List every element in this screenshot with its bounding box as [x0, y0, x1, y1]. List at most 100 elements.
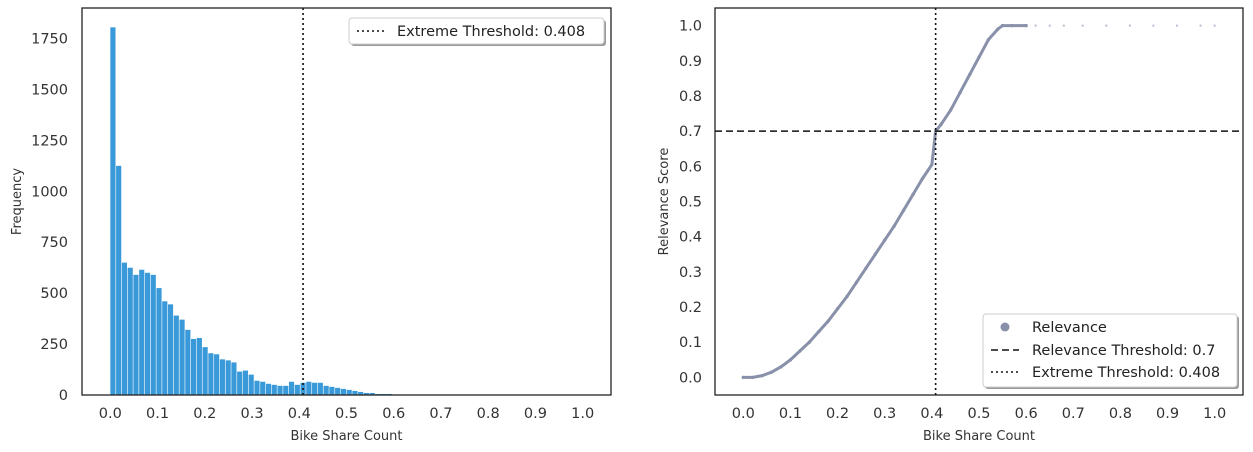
- x-tick-label: 0.4: [288, 406, 311, 422]
- x-tick-label: 0.7: [429, 406, 452, 422]
- histogram-bar: [121, 262, 128, 395]
- scatter-point: [901, 208, 906, 212]
- scatter-panel: 0.0 0.1 0.2 0.3 0.4 0.5 0.6 0.7 0.8 0.9 1.0 0.0 0.1…: [657, 7, 1244, 444]
- scatter-point: [1062, 24, 1065, 27]
- histogram-bar: [208, 353, 214, 395]
- y-tick-label: 750: [40, 235, 68, 251]
- scatter-point: [760, 373, 764, 378]
- x-tick-label: 0.3: [873, 406, 896, 422]
- y-tick-label: 0.4: [679, 230, 702, 246]
- scatter-y-axis-label: Relevance Score: [657, 148, 672, 256]
- histogram-bar: [288, 381, 295, 395]
- scatter-point: [873, 252, 877, 256]
- scatter-frame: [714, 7, 1244, 396]
- y-tick-label: 250: [40, 337, 68, 353]
- histogram-bar: [312, 382, 318, 395]
- scatter-point: [807, 340, 811, 344]
- legend-relevance-label: Relevance: [1032, 320, 1107, 336]
- x-tick-label: 1.0: [571, 406, 594, 422]
- histogram-frame: [81, 7, 612, 396]
- scatter-point: [1024, 23, 1028, 28]
- scatter-point: [1105, 24, 1108, 27]
- scatter-point: [986, 37, 991, 42]
- histogram-bar: [363, 392, 370, 395]
- scatter-point: [835, 307, 840, 311]
- legend-box: [348, 17, 605, 45]
- histogram-y-ticks: 0 250 500 750 1000 1250 1500 1750: [31, 32, 68, 404]
- y-tick-label: 1000: [31, 184, 68, 200]
- histogram-y-axis-label: Frequency: [10, 168, 25, 235]
- histogram-bar: [231, 362, 237, 395]
- y-tick-label: 1750: [31, 32, 68, 48]
- y-tick-label: 0.1: [679, 335, 702, 351]
- scatter-point: [788, 358, 793, 362]
- histogram-x-ticks: 0.0 0.1 0.2 0.3 0.4 0.5 0.6 0.7 0.8 0.9 1.0: [99, 406, 594, 422]
- histogram-bar: [242, 370, 249, 395]
- scatter-point: [1000, 23, 1005, 28]
- scatter-point: [1152, 24, 1155, 27]
- scatter-x-ticks: 0.0 0.1 0.2 0.3 0.4 0.5 0.6 0.7 0.8 0.9 1.0: [732, 406, 1226, 422]
- scatter-point: [1128, 24, 1131, 27]
- histogram-bar: [127, 267, 133, 395]
- histogram-bar: [150, 274, 156, 395]
- x-tick-label: 0.6: [382, 406, 405, 422]
- histogram-bar: [254, 380, 260, 395]
- scatter-point: [741, 375, 745, 380]
- scatter-point: [1048, 24, 1051, 27]
- histogram-bar: [173, 315, 179, 395]
- histogram-bar: [260, 381, 266, 395]
- x-tick-label: 0.1: [146, 406, 169, 422]
- x-tick-label: 1.0: [1203, 406, 1226, 422]
- histogram-bar: [369, 392, 375, 395]
- scatter-point: [826, 319, 830, 323]
- histogram-x-axis-label: Bike Share Count: [291, 429, 403, 444]
- histogram-bar: [110, 27, 116, 395]
- scatter-point: [798, 349, 802, 353]
- y-tick-label: 0.6: [679, 159, 702, 175]
- y-tick-label: 0.5: [679, 195, 702, 211]
- legend-marker-icon: [1000, 322, 1010, 332]
- histogram-bar: [358, 391, 364, 395]
- histogram-bar: [133, 274, 139, 395]
- scatter-point: [1175, 24, 1179, 27]
- histogram-bar: [306, 381, 312, 395]
- histogram-bar: [156, 288, 162, 395]
- x-tick-label: 0.1: [779, 406, 802, 422]
- x-tick-label: 0.4: [920, 406, 943, 422]
- y-tick-label: 1.0: [679, 19, 702, 35]
- histogram-bar: [329, 386, 335, 395]
- y-tick-label: 1500: [31, 82, 68, 98]
- x-tick-label: 0.7: [1062, 406, 1085, 422]
- scatter-point: [967, 73, 972, 77]
- histogram-bar: [144, 272, 151, 395]
- y-tick-label: 0.2: [679, 300, 702, 316]
- histogram-bar: [277, 385, 283, 395]
- histogram-bar: [237, 371, 243, 395]
- x-tick-label: 0.5: [967, 406, 990, 422]
- scatter-points: [741, 23, 1216, 380]
- scatter-point: [883, 238, 887, 242]
- scatter-point: [1034, 24, 1037, 27]
- histogram-bar: [219, 359, 225, 395]
- x-tick-label: 0.8: [477, 406, 500, 422]
- scatter-point: [751, 375, 755, 380]
- histogram-bar: [162, 301, 168, 395]
- scatter-point: [779, 365, 783, 369]
- x-tick-label: 0.8: [1109, 406, 1132, 422]
- histogram-bar: [202, 347, 208, 395]
- y-tick-label: 0.3: [679, 265, 702, 281]
- scatter-point: [854, 280, 859, 285]
- histogram-legend: Extreme Threshold: 0.408: [348, 17, 606, 46]
- x-tick-label: 0.3: [241, 406, 264, 422]
- y-tick-label: 0.9: [679, 54, 702, 70]
- histogram-bar: [196, 337, 202, 395]
- scatter-point: [1213, 24, 1216, 27]
- x-tick-label: 0.5: [335, 406, 358, 422]
- legend-box: [982, 313, 1238, 388]
- scatter-x-axis-label: Bike Share Count: [923, 429, 1035, 444]
- histogram-bar: [139, 269, 145, 395]
- scatter-point: [1010, 23, 1014, 28]
- y-tick-label: 0.8: [679, 89, 702, 105]
- x-tick-label: 0.6: [1015, 406, 1038, 422]
